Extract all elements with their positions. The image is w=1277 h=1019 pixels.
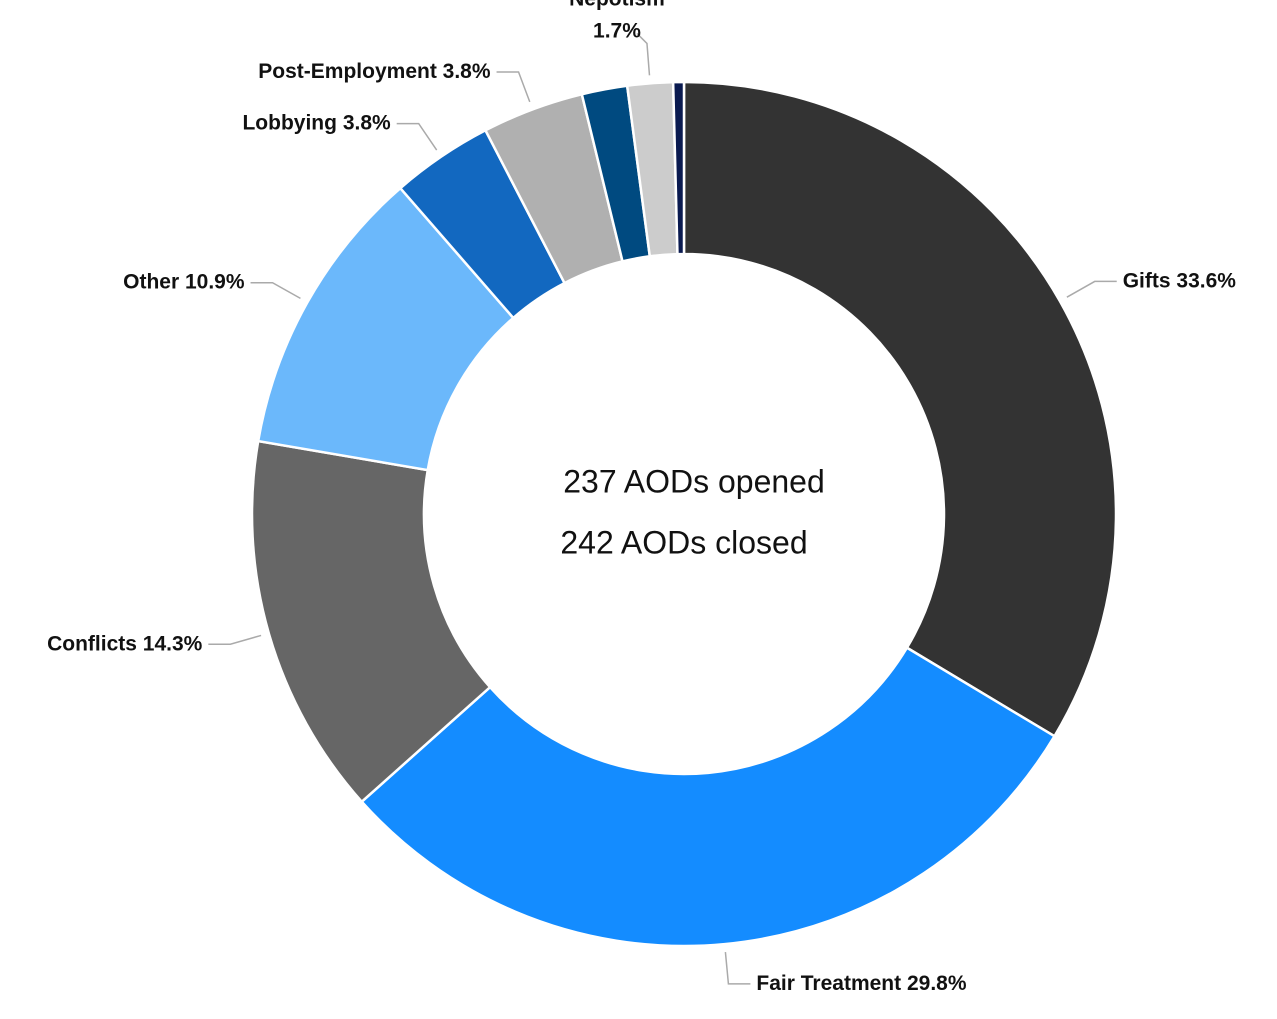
donut-segment — [682, 80, 1118, 738]
donut-segment — [250, 439, 492, 804]
category-label: Lobbying — [242, 111, 336, 134]
value-label: 14.3% — [143, 632, 203, 655]
value-label: 29.8% — [907, 971, 967, 994]
data-label: Gifts 33.6% — [1123, 269, 1237, 292]
data-label: Lobbying 3.8% — [242, 111, 391, 134]
data-label: Nepotism 1.7% — [569, 0, 665, 42]
category-label: Post-Employment — [258, 59, 437, 82]
category-label: Fair Treatment — [756, 971, 901, 994]
data-label: Post-Employment 3.8% — [258, 59, 491, 82]
leader-line — [724, 951, 751, 985]
value-label: 10.9% — [185, 270, 245, 293]
data-label: Conflicts 14.3% — [47, 632, 203, 655]
category-label: Other — [123, 270, 179, 293]
leader-line — [208, 634, 262, 646]
value-label: 3.8% — [443, 59, 491, 82]
leader-line — [636, 32, 651, 76]
category-label: Nepotism — [569, 0, 665, 10]
value-label: 3.8% — [343, 111, 391, 134]
center-text: 242 AODs closed — [560, 524, 807, 560]
leader-line — [1066, 280, 1117, 298]
donut-segment — [671, 80, 686, 256]
value-label: 1.7% — [593, 19, 641, 42]
data-label: Fair Treatment 29.8% — [756, 971, 966, 994]
leader-line — [250, 281, 301, 300]
category-label: Conflicts — [47, 632, 137, 655]
category-label: Gifts — [1123, 269, 1171, 292]
leader-line — [396, 122, 438, 151]
data-label: Other 10.9% — [123, 270, 245, 293]
donut-segment — [359, 646, 1057, 948]
value-label: 33.6% — [1176, 269, 1236, 292]
leader-line — [496, 71, 531, 103]
center-text: 237 AODs opened — [563, 463, 825, 499]
